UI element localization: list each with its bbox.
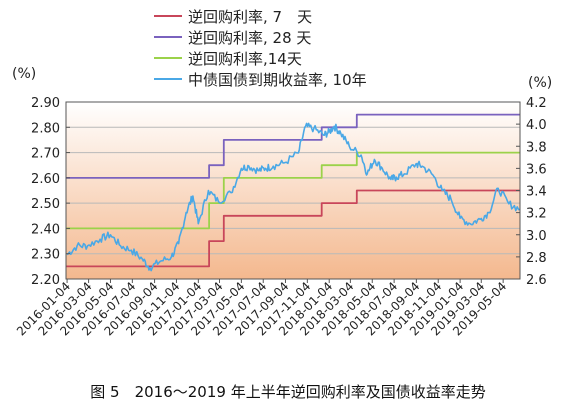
left-tick-label: 2.50 <box>31 197 60 212</box>
legend-label-2: 逆回购利率,14天 <box>188 50 302 68</box>
series-line-2 <box>66 151 520 230</box>
series-line-0 <box>66 189 520 268</box>
left-axis-unit: (%) <box>12 66 36 82</box>
left-tick-label: 2.30 <box>31 248 60 263</box>
right-tick-label: 3.2 <box>526 207 547 222</box>
series-line-1 <box>66 113 520 179</box>
right-tick-label: 3.4 <box>526 185 547 200</box>
left-tick-label: 2.20 <box>31 273 60 288</box>
x-axis-ticks: 2016-01-042016-03-042016-05-042016-07-04… <box>14 279 509 338</box>
right-axis-ticks: 2.6 2.8 3.0 3.2 3.4 3.6 3.8 4.0 4.2 <box>516 96 547 288</box>
series-layer <box>66 113 520 272</box>
right-tick-label: 2.8 <box>526 251 547 266</box>
series-line-3 <box>66 122 520 272</box>
right-tick-label: 3.8 <box>526 140 547 155</box>
figure-caption: 图 5 2016～2019 年上半年逆回购利率及国债收益率走势 <box>90 383 485 401</box>
left-tick-label: 2.90 <box>31 96 60 111</box>
legend-label-1: 逆回购利率, 28 天 <box>188 29 311 47</box>
legend-label-3: 中债国债到期收益率, 10年 <box>188 71 367 89</box>
left-axis-ticks: 2.20 2.30 2.40 2.50 2.60 2.70 2.80 2.90 <box>31 96 70 288</box>
right-tick-label: 4.0 <box>526 118 547 133</box>
left-tick-label: 2.80 <box>31 121 60 136</box>
right-tick-label: 3.6 <box>526 162 547 177</box>
left-tick-label: 2.70 <box>31 147 60 162</box>
right-axis-unit: (%) <box>528 75 552 91</box>
left-tick-label: 2.40 <box>31 222 60 237</box>
right-tick-label: 4.2 <box>526 96 547 111</box>
right-tick-label: 3.0 <box>526 229 547 244</box>
right-tick-label: 2.6 <box>526 273 547 288</box>
left-tick-label: 2.60 <box>31 172 60 187</box>
legend-label-0: 逆回购利率, 7 天 <box>188 8 312 26</box>
